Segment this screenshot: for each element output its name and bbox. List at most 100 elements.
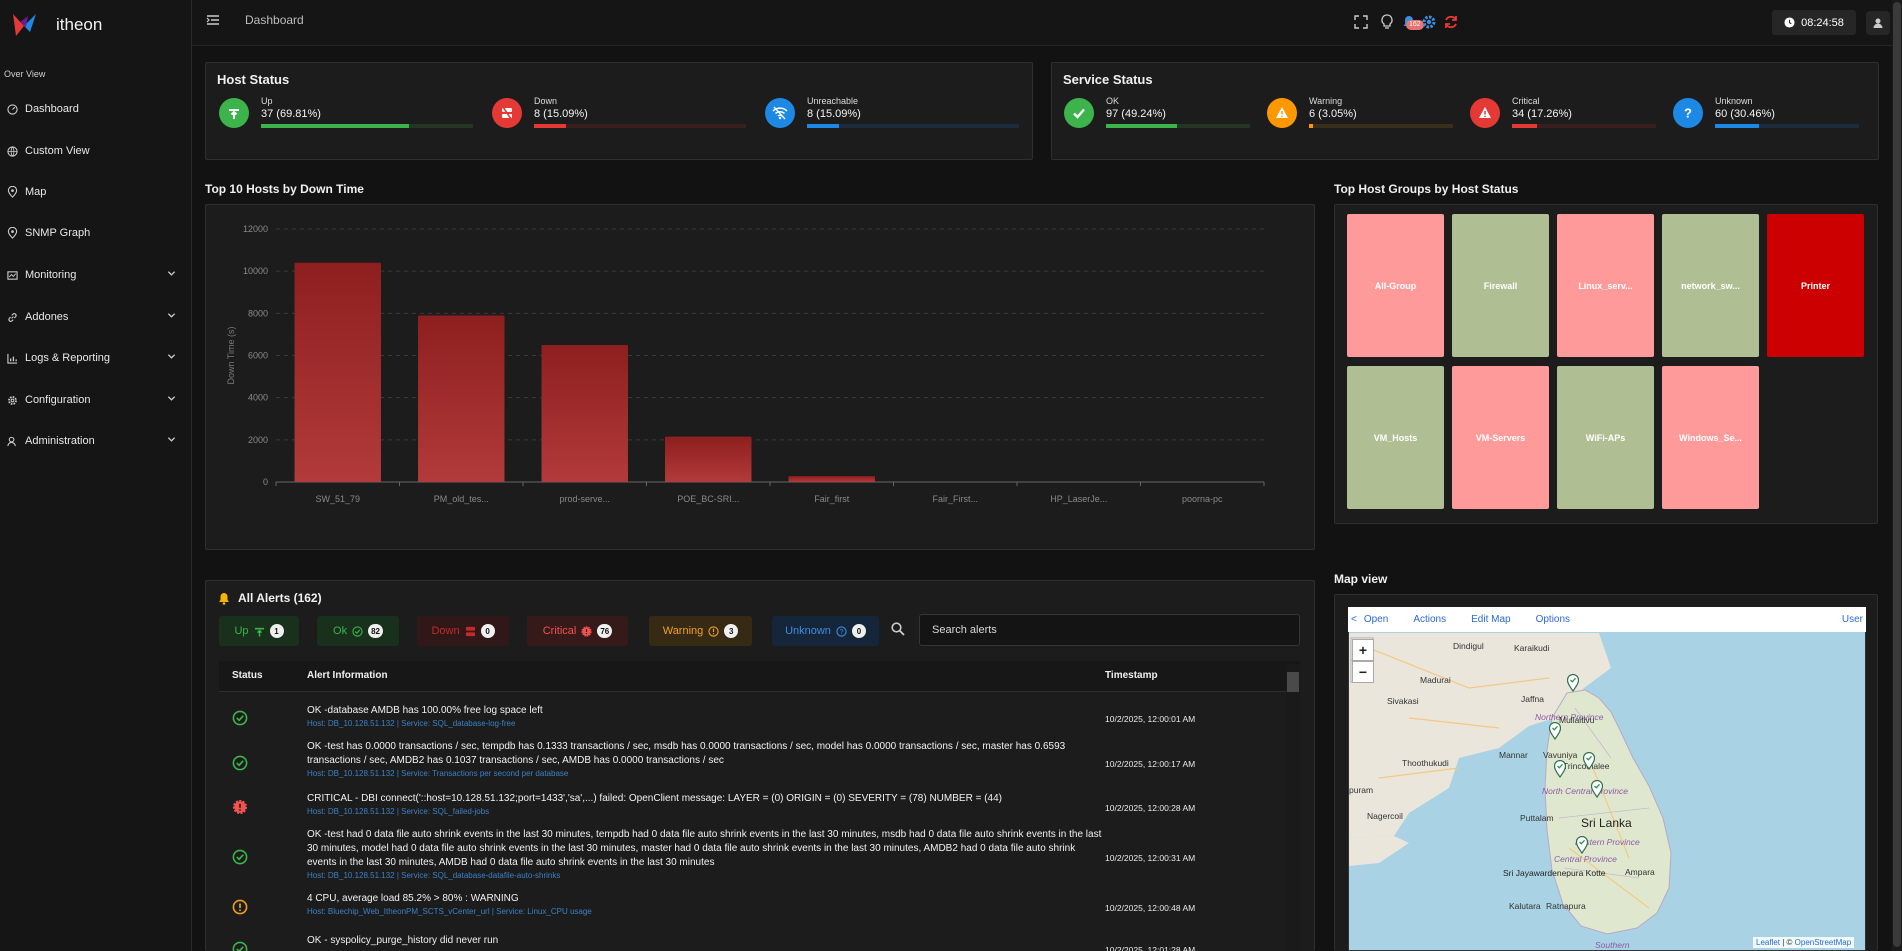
host-group-tile[interactable]: All-Group xyxy=(1347,214,1444,357)
user-avatar-icon[interactable] xyxy=(1866,11,1890,35)
table-row[interactable]: OK -test had 0 data file auto shrink eve… xyxy=(219,828,1289,886)
sidebar-item-dashboard[interactable]: Dashboard xyxy=(0,95,192,123)
map-marker-icon[interactable] xyxy=(1553,759,1567,779)
filter-unknown-button[interactable]: Unknown? 0 xyxy=(772,616,879,646)
table-row[interactable]: 4 CPU, average load 85.2% > 80% : WARNIN… xyxy=(219,892,1289,922)
filter-count-badge: 0 xyxy=(480,624,495,638)
map-marker-icon[interactable] xyxy=(1566,673,1580,693)
table-row[interactable]: OK - syspolicy_purge_history did never r… xyxy=(219,934,1289,951)
map-marker-icon[interactable] xyxy=(1590,779,1604,799)
sidebar-item-label: Administration xyxy=(25,435,95,447)
stat-warning[interactable]: Warning 6 (3.05%) xyxy=(1267,96,1455,136)
table-row[interactable]: OK -database AMDB has 100.00% free log s… xyxy=(219,704,1289,732)
breadcrumb[interactable]: Dashboard xyxy=(245,13,304,27)
stat-up[interactable]: Up 37 (69.81%) xyxy=(219,96,475,136)
page-scrollbar-thumb[interactable] xyxy=(1893,2,1901,947)
search-icon[interactable] xyxy=(891,622,905,636)
sidebar-item-configuration[interactable]: Configuration xyxy=(0,386,192,414)
filter-count-badge: 3 xyxy=(724,624,739,638)
alerts-table-scrollbar-thumb[interactable] xyxy=(1287,672,1299,692)
map-user-link[interactable]: User xyxy=(1841,614,1863,625)
alert-host-service[interactable]: Host: DB_10.128.51.132 | Service: SQL_fa… xyxy=(307,807,490,816)
map-zoom-out-button[interactable]: − xyxy=(1352,661,1374,683)
fullscreen-icon[interactable] xyxy=(1352,13,1370,31)
down-time-bar-chart: 0 2000 4000 6000 8000 10000 12000 Down Time (s)… xyxy=(226,224,1265,504)
host-group-tile[interactable]: Linux_serv... xyxy=(1557,214,1654,357)
bar-3[interactable] xyxy=(665,436,752,482)
filter-critical-button[interactable]: Critical 76 xyxy=(527,616,628,646)
table-row[interactable]: CRITICAL - DBI connect('::host=10.128.51… xyxy=(219,792,1289,822)
notification-bell-icon[interactable]: 162 xyxy=(1400,13,1424,31)
map-options-link[interactable]: Options xyxy=(1535,614,1571,625)
map-canvas[interactable]: Dindigul Karaikudi Madurai Sivakasi Thoothuk… xyxy=(1348,607,1866,951)
sidebar-item-administration[interactable]: Administration xyxy=(0,427,192,455)
host-group-tile[interactable]: network_sw... xyxy=(1662,214,1759,357)
host-group-tile[interactable]: Printer xyxy=(1767,214,1864,357)
map-open-link[interactable]: Open xyxy=(1363,614,1389,625)
search-alerts-input[interactable] xyxy=(919,614,1300,646)
map-actions-link[interactable]: Actions xyxy=(1413,614,1447,625)
host-group-tile[interactable]: VM-Servers xyxy=(1452,366,1549,509)
host-group-tile[interactable]: WiFi-APs xyxy=(1557,366,1654,509)
map-place-label: Nagercoil xyxy=(1367,811,1403,821)
sidebar-item-logs-reporting[interactable]: Logs & Reporting xyxy=(0,344,192,372)
openstreetmap-link[interactable]: OpenStreetMap xyxy=(1794,938,1852,947)
sidebar-item-custom-view[interactable]: Custom View xyxy=(0,137,192,165)
stat-unreachable[interactable]: Unreachable 8 (15.09%) xyxy=(765,96,1021,136)
sidebar-item-snmp-graph[interactable]: SNMP Graph xyxy=(0,219,192,247)
bar-1[interactable] xyxy=(418,315,505,482)
map-marker-icon[interactable] xyxy=(1582,751,1596,771)
col-alert-information[interactable]: Alert Information xyxy=(307,670,388,681)
alert-host-service[interactable]: Host: DB_10.128.51.132 | Service: SQL_da… xyxy=(307,719,516,728)
page-scrollbar[interactable] xyxy=(1892,0,1902,951)
bar-2[interactable] xyxy=(541,344,628,482)
map-edit-link[interactable]: Edit Map xyxy=(1471,614,1511,625)
alert-information: OK - syspolicy_purge_history did never r… xyxy=(307,934,1102,948)
alert-host-service[interactable]: Host: DB_10.128.51.132 | Service: SQL_da… xyxy=(307,871,561,880)
itheon-logo-icon xyxy=(13,14,36,36)
globe-icon xyxy=(6,145,18,157)
bar-4[interactable] xyxy=(788,476,875,482)
table-row[interactable]: OK -test has 0.0000 transactions / sec, … xyxy=(219,740,1289,786)
host-group-tile[interactable]: VM_Hosts xyxy=(1347,366,1444,509)
stat-critical[interactable]: Critical 34 (17.26%) xyxy=(1470,96,1658,136)
map-zoom-in-button[interactable]: + xyxy=(1352,639,1374,661)
col-status[interactable]: Status xyxy=(232,670,263,681)
map-marker-icon[interactable] xyxy=(1575,835,1589,855)
alerts-title: All Alerts (162) xyxy=(238,591,322,605)
filter-ok-button[interactable]: Ok 82 xyxy=(317,616,399,646)
filter-down-button[interactable]: Down 0 xyxy=(417,616,509,646)
refresh-icon[interactable] xyxy=(1442,13,1460,31)
filter-up-button[interactable]: Up 1 xyxy=(219,616,299,646)
topbar: Dashboard 162 08:24:58 xyxy=(192,0,1902,46)
stat-ok[interactable]: OK 97 (49.24%) xyxy=(1064,96,1252,136)
lightbulb-icon[interactable] xyxy=(1378,13,1396,31)
map-back-link[interactable]: < xyxy=(1351,614,1357,625)
col-timestamp[interactable]: Timestamp xyxy=(1105,670,1158,681)
map-marker-icon[interactable] xyxy=(1548,721,1562,741)
stat-down[interactable]: Down 8 (15.09%) xyxy=(492,96,748,136)
bar-0[interactable] xyxy=(294,262,381,482)
sidebar-item-monitoring[interactable]: Monitoring xyxy=(0,261,192,289)
alert-host-service[interactable]: Host: DB_10.128.51.132 | Service: Transa… xyxy=(307,769,569,778)
stat-value: 37 (69.81%) xyxy=(261,108,321,120)
dashboard-icon xyxy=(6,103,18,115)
y-tick-label: 10000 xyxy=(243,266,268,276)
alert-host-service[interactable]: Host: Bluechip_Web_ItheonPM_SCTS_vCenter… xyxy=(307,907,592,916)
alert-information: CRITICAL - DBI connect('::host=10.128.51… xyxy=(307,792,1102,817)
host-group-tile[interactable]: Windows_Se... xyxy=(1662,366,1759,509)
brand[interactable]: itheon xyxy=(10,12,102,38)
alerts-header: All Alerts (162) xyxy=(218,591,322,605)
alert-timestamp: 10/2/2025, 12:00:17 AM xyxy=(1105,759,1196,769)
menu-toggle-icon[interactable] xyxy=(206,13,220,27)
alerts-table-scrollbar[interactable] xyxy=(1286,664,1300,951)
stat-unknown[interactable]: ? Unknown 60 (30.46%) xyxy=(1673,96,1861,136)
sidebar-item-map[interactable]: Map xyxy=(0,178,192,206)
filter-warning-button[interactable]: Warning 3 xyxy=(649,616,752,646)
link-icon xyxy=(6,311,18,323)
sidebar-item-addones[interactable]: Addones xyxy=(0,303,192,331)
leaflet-link[interactable]: Leaflet xyxy=(1756,938,1781,947)
settings-gear-icon[interactable] xyxy=(1420,13,1438,31)
attribution-separator: | © xyxy=(1780,938,1795,947)
host-group-tile[interactable]: Firewall xyxy=(1452,214,1549,357)
